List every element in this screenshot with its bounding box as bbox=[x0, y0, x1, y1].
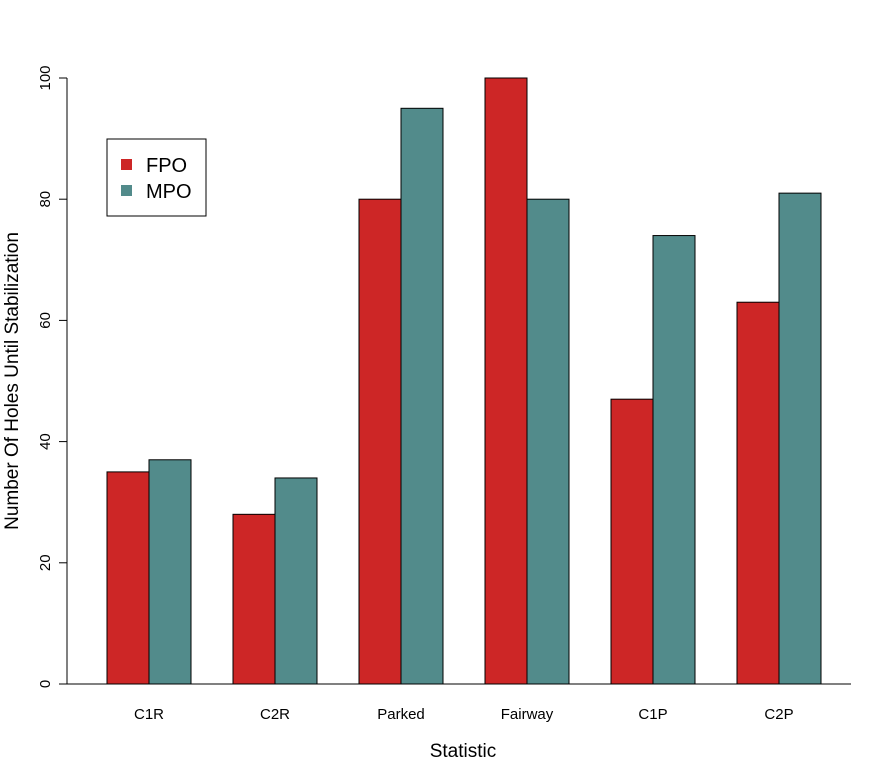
legend-box bbox=[106, 138, 207, 217]
y-tick-label: 20 bbox=[37, 554, 54, 571]
legend-swatch-mpo bbox=[121, 185, 132, 196]
y-tick-label: 60 bbox=[37, 312, 54, 329]
y-axis: 0 20 40 60 80 100 bbox=[37, 65, 68, 688]
bar-mpo-fairway bbox=[526, 198, 570, 685]
bar-mpo-c1r bbox=[148, 459, 192, 685]
y-tick-label: 80 bbox=[37, 191, 54, 208]
x-tick-label: C2R bbox=[260, 706, 290, 723]
x-tick-label: Fairway bbox=[501, 706, 554, 723]
bar-mpo-parked bbox=[400, 107, 444, 685]
x-tick-label: C1P bbox=[638, 706, 667, 723]
bar-fpo-c1r bbox=[106, 471, 150, 685]
y-tick-label: 40 bbox=[37, 433, 54, 450]
x-tick-label: C1R bbox=[134, 706, 164, 723]
x-axis-title: Statistic bbox=[430, 741, 497, 762]
x-tick-label: C2P bbox=[764, 706, 793, 723]
bar-fpo-fairway bbox=[484, 77, 528, 685]
bar-mpo-c2r bbox=[274, 477, 318, 685]
x-axis: C1R C2R Parked Fairway C1P C2P bbox=[67, 683, 851, 723]
bar-fpo-c1p bbox=[610, 398, 654, 685]
bar-fpo-c2p bbox=[736, 301, 780, 685]
y-axis-title: Number Of Holes Until Stabilization bbox=[2, 232, 23, 530]
bar-fpo-parked bbox=[358, 198, 402, 685]
y-tick-label: 100 bbox=[37, 65, 54, 90]
legend-swatch-fpo bbox=[121, 159, 132, 170]
bars-group bbox=[106, 77, 822, 685]
x-tick-label: Parked bbox=[377, 706, 425, 723]
legend-label-fpo: FPO bbox=[146, 155, 187, 177]
bar-mpo-c2p bbox=[778, 192, 822, 685]
bar-fpo-c2r bbox=[232, 513, 276, 685]
legend-label-mpo: MPO bbox=[146, 181, 192, 203]
bar-mpo-c1p bbox=[652, 235, 696, 685]
y-tick-label: 0 bbox=[37, 680, 54, 688]
legend: FPO MPO bbox=[106, 138, 207, 217]
